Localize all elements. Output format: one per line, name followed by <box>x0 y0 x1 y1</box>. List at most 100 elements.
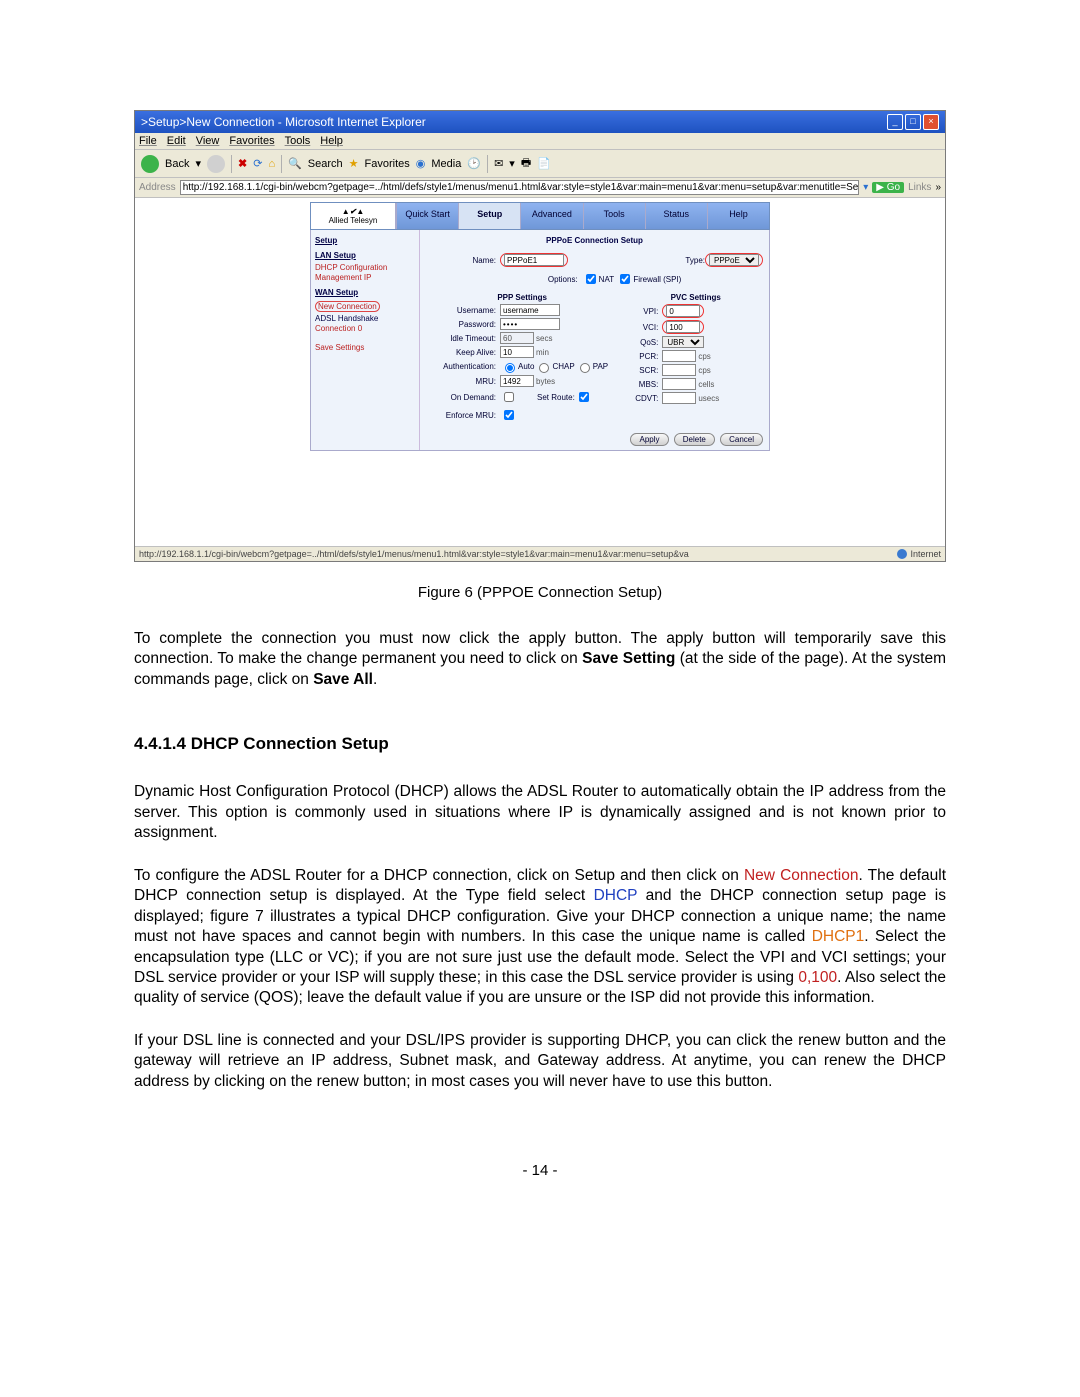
tab-quickstart[interactable]: Quick Start <box>396 203 458 229</box>
page-number: - 14 - <box>134 1162 946 1179</box>
username-label: Username: <box>426 306 500 315</box>
password-label: Password: <box>426 320 500 329</box>
edit-icon[interactable]: 📄 <box>537 157 551 170</box>
menu-file[interactable]: File <box>139 135 157 147</box>
close-icon[interactable]: × <box>923 114 939 130</box>
search-button[interactable]: Search <box>308 158 343 170</box>
sidebar-item-adsl[interactable]: ADSL Handshake <box>315 314 415 323</box>
sidebar-item-save[interactable]: Save Settings <box>315 343 415 352</box>
qos-label: QoS: <box>628 338 662 347</box>
minimize-icon[interactable]: _ <box>887 114 903 130</box>
delete-button[interactable]: Delete <box>674 433 715 446</box>
status-right: Internet <box>910 549 941 559</box>
pcr-label: PCR: <box>628 352 662 361</box>
pcr-input[interactable] <box>662 350 696 362</box>
auth-auto-radio[interactable] <box>505 363 515 373</box>
forward-icon[interactable] <box>207 155 225 173</box>
auth-chap-radio[interactable] <box>539 363 549 373</box>
auth-auto-label: Auto <box>518 362 534 371</box>
qos-select[interactable]: UBR <box>662 336 704 348</box>
mbs-label: MBS: <box>628 380 662 389</box>
menu-favorites[interactable]: Favorites <box>229 135 274 147</box>
auth-label: Authentication: <box>426 362 500 371</box>
refresh-icon[interactable]: ⟳ <box>253 157 262 170</box>
home-icon[interactable]: ⌂ <box>268 158 275 170</box>
setroute-checkbox[interactable] <box>579 392 589 402</box>
button-row: Apply Delete Cancel <box>426 433 763 446</box>
vci-label: VCI: <box>628 323 662 332</box>
keep-input[interactable] <box>500 346 534 358</box>
ondemand-label: On Demand: <box>426 393 500 402</box>
auth-pap-radio[interactable] <box>580 363 590 373</box>
history-icon[interactable]: 🕑 <box>467 157 481 170</box>
media-icon[interactable]: ◉ <box>416 157 426 170</box>
menu-edit[interactable]: Edit <box>167 135 186 147</box>
mail-icon[interactable]: ✉ <box>494 157 503 170</box>
panel-title: PPPoE Connection Setup <box>426 236 763 245</box>
tab-tools[interactable]: Tools <box>583 203 645 229</box>
maximize-icon[interactable]: □ <box>905 114 921 130</box>
heading-dhcp: 4.4.1.4 DHCP Connection Setup <box>134 734 946 754</box>
vci-input[interactable] <box>666 321 700 333</box>
password-input[interactable] <box>500 318 560 330</box>
mbs-unit: cells <box>698 380 714 389</box>
address-label: Address <box>139 182 176 193</box>
internet-icon <box>897 549 907 559</box>
scr-input[interactable] <box>662 364 696 376</box>
back-icon[interactable] <box>141 155 159 173</box>
enforce-checkbox[interactable] <box>504 410 514 420</box>
tab-setup[interactable]: Setup <box>458 203 520 229</box>
go-button[interactable]: ▶ Go <box>872 182 904 193</box>
favorites-button[interactable]: Favorites <box>365 158 410 170</box>
cdvt-unit: usecs <box>698 394 719 403</box>
addressbar: Address http://192.168.1.1/cgi-bin/webcm… <box>135 178 945 198</box>
page-content: ▲✔▲ Allied Telesyn Quick Start Setup Adv… <box>135 198 945 546</box>
print-icon[interactable]: 🖶 <box>521 154 531 173</box>
router-main: PPPoE Connection Setup Name: Type: P <box>420 230 769 450</box>
titlebar: >Setup>New Connection - Microsoft Intern… <box>135 111 945 133</box>
vpi-input[interactable] <box>666 305 700 317</box>
menu-view[interactable]: View <box>196 135 220 147</box>
stop-icon[interactable]: ✖ <box>238 157 247 170</box>
idle-input[interactable] <box>500 332 534 344</box>
nat-label: NAT <box>599 275 614 284</box>
tab-help[interactable]: Help <box>707 203 769 229</box>
sidebar-lan-header: LAN Setup <box>315 251 415 260</box>
sidebar-item-dhcp[interactable]: DHCP Configuration <box>315 263 415 272</box>
ie-window: >Setup>New Connection - Microsoft Intern… <box>134 110 946 562</box>
figure-caption: Figure 6 (PPPOE Connection Setup) <box>134 584 946 601</box>
firewall-label: Firewall (SPI) <box>633 275 681 284</box>
toolbar: Back▾ ✖ ⟳ ⌂ 🔍 Search ★ Favorites ◉ Media… <box>135 150 945 178</box>
idle-unit: secs <box>536 334 552 343</box>
nat-checkbox[interactable] <box>586 274 596 284</box>
sidebar-item-mgmtip[interactable]: Management IP <box>315 273 415 282</box>
back-button[interactable]: Back <box>165 158 189 170</box>
cancel-button[interactable]: Cancel <box>720 433 763 446</box>
options-label: Options: <box>508 275 582 284</box>
type-select[interactable]: PPPoE <box>709 254 759 266</box>
scr-label: SCR: <box>628 366 662 375</box>
username-input[interactable] <box>500 304 560 316</box>
menu-tools[interactable]: Tools <box>285 135 311 147</box>
mru-input[interactable] <box>500 375 534 387</box>
tab-status[interactable]: Status <box>645 203 707 229</box>
mbs-input[interactable] <box>662 378 696 390</box>
tab-advanced[interactable]: Advanced <box>520 203 582 229</box>
firewall-checkbox[interactable] <box>620 274 630 284</box>
address-field[interactable]: http://192.168.1.1/cgi-bin/webcm?getpage… <box>180 180 860 195</box>
cdvt-input[interactable] <box>662 392 696 404</box>
para-dhcp-config: To configure the ADSL Router for a DHCP … <box>134 866 946 1009</box>
favorites-icon[interactable]: ★ <box>349 157 359 170</box>
links-label[interactable]: Links <box>908 182 931 193</box>
menu-help[interactable]: Help <box>320 135 343 147</box>
brand-logo: ▲✔▲ Allied Telesyn <box>311 203 396 229</box>
window-title: >Setup>New Connection - Microsoft Intern… <box>141 115 426 129</box>
sidebar-item-newconn[interactable]: New Connection <box>315 301 380 312</box>
sidebar-item-conn0[interactable]: Connection 0 <box>315 324 415 333</box>
apply-button[interactable]: Apply <box>630 433 668 446</box>
media-button[interactable]: Media <box>431 158 461 170</box>
ondemand-checkbox[interactable] <box>504 392 514 402</box>
auth-pap-label: PAP <box>593 362 608 371</box>
search-icon[interactable]: 🔍 <box>288 157 302 170</box>
name-input[interactable] <box>504 254 564 266</box>
